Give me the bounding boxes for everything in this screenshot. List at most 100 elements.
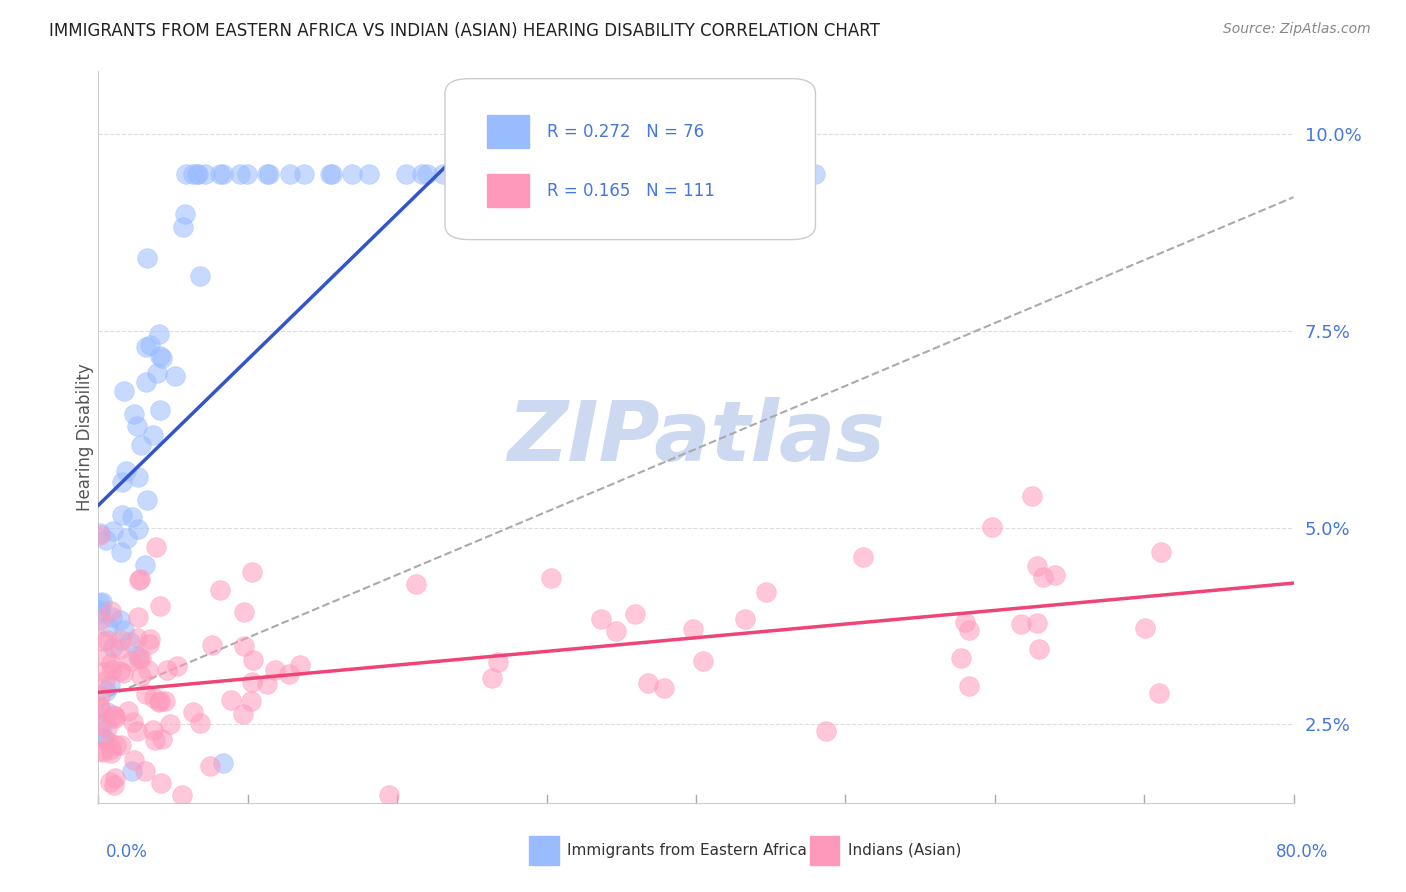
Point — [89, 690, 111, 704]
Point — [96, 632, 118, 647]
Point — [155, 693, 177, 707]
Point — [416, 167, 439, 181]
Bar — [486, 174, 529, 207]
Point — [149, 694, 172, 708]
Bar — [810, 836, 839, 865]
Point — [236, 167, 259, 181]
Point — [89, 606, 111, 620]
Point — [122, 714, 145, 729]
Point — [89, 700, 111, 714]
Point — [129, 572, 152, 586]
Point — [150, 732, 173, 747]
Point — [953, 615, 976, 629]
Point — [148, 326, 170, 341]
Point — [1147, 686, 1170, 700]
Point — [120, 654, 142, 668]
Point — [91, 665, 114, 680]
Point — [637, 676, 659, 690]
Point — [112, 384, 135, 398]
Point — [232, 605, 254, 619]
Point — [96, 650, 118, 665]
Point — [115, 532, 138, 546]
Point — [149, 402, 172, 417]
Point — [1133, 621, 1156, 635]
Point — [186, 167, 208, 181]
Point — [97, 734, 120, 748]
Point — [93, 745, 115, 759]
Point — [242, 565, 264, 579]
Point — [1010, 616, 1032, 631]
Point — [319, 167, 342, 181]
Point — [127, 470, 149, 484]
Point — [624, 607, 647, 622]
Point — [89, 718, 111, 732]
Point — [129, 438, 152, 452]
Point — [142, 427, 165, 442]
Point — [136, 663, 159, 677]
Point — [734, 612, 756, 626]
Y-axis label: Hearing Disability: Hearing Disability — [76, 363, 94, 511]
Point — [100, 746, 122, 760]
Point — [110, 664, 132, 678]
Point — [89, 613, 111, 627]
Text: Immigrants from Eastern Africa: Immigrants from Eastern Africa — [567, 843, 807, 858]
Point — [173, 207, 195, 221]
Point — [949, 650, 972, 665]
Point — [94, 683, 117, 698]
Point — [135, 340, 157, 354]
Point — [692, 654, 714, 668]
Point — [1026, 559, 1049, 574]
Point — [111, 508, 134, 522]
Point — [1032, 570, 1054, 584]
Point — [395, 167, 418, 181]
Point — [957, 679, 980, 693]
Text: Source: ZipAtlas.com: Source: ZipAtlas.com — [1223, 22, 1371, 37]
Point — [486, 655, 509, 669]
Point — [242, 653, 264, 667]
Point — [149, 599, 172, 614]
Point — [94, 673, 117, 688]
Point — [145, 540, 167, 554]
Point — [118, 634, 141, 648]
Point — [96, 705, 118, 719]
Point — [278, 667, 301, 681]
Bar — [486, 115, 529, 148]
Point — [148, 695, 170, 709]
Point — [682, 623, 704, 637]
Point — [94, 732, 117, 747]
Point — [146, 366, 169, 380]
Point — [127, 648, 149, 663]
Point — [263, 663, 285, 677]
Point — [103, 711, 125, 725]
Point — [89, 527, 111, 541]
Point — [94, 714, 117, 729]
Text: 80.0%: 80.0% — [1277, 843, 1329, 861]
Point — [112, 666, 135, 681]
Point — [101, 640, 124, 654]
Point — [104, 708, 127, 723]
Point — [145, 733, 167, 747]
Point — [229, 167, 252, 181]
Point — [128, 574, 150, 588]
Point — [91, 633, 114, 648]
Point — [172, 219, 194, 234]
Point — [194, 167, 217, 181]
Point — [125, 418, 148, 433]
Point — [198, 758, 221, 772]
Point — [1026, 616, 1049, 631]
Point — [804, 167, 827, 181]
Point — [103, 779, 125, 793]
Point — [89, 744, 111, 758]
Point — [149, 349, 172, 363]
Point — [1043, 567, 1066, 582]
Point — [97, 620, 120, 634]
Point — [814, 723, 837, 738]
Point — [432, 167, 454, 181]
Point — [136, 493, 159, 508]
Point — [150, 351, 173, 366]
Point — [89, 699, 111, 714]
Point — [405, 577, 427, 591]
Point — [127, 522, 149, 536]
Text: R = 0.165   N = 111: R = 0.165 N = 111 — [547, 182, 714, 200]
Point — [540, 570, 562, 584]
